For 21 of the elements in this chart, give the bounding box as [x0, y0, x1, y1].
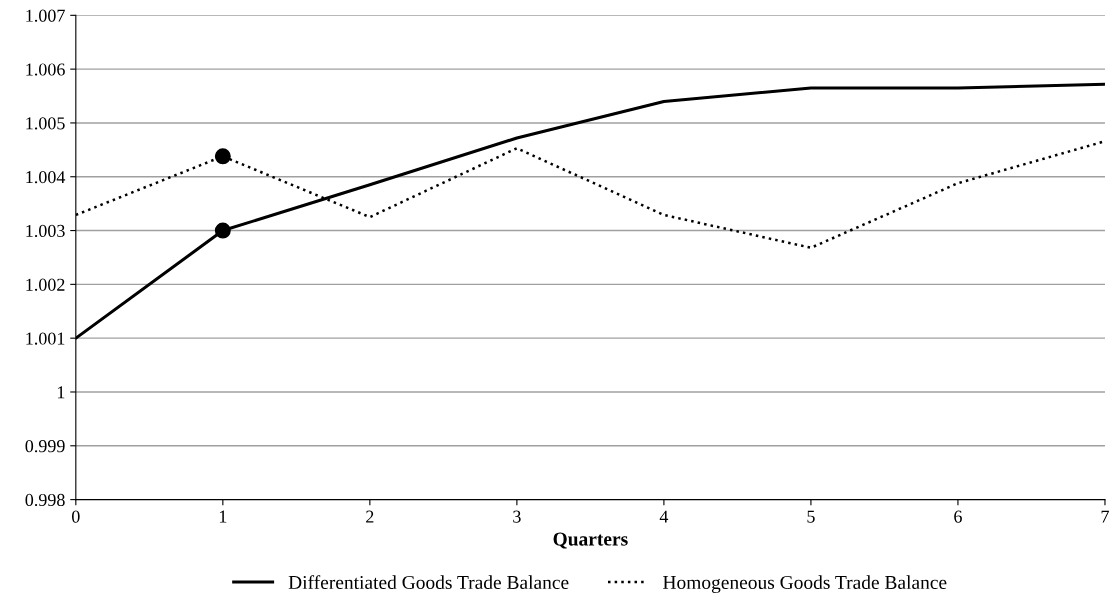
y-tick-label: 0.998 — [25, 493, 65, 507]
x-axis-title: Quarters — [553, 532, 628, 549]
x-tick-label: 4 — [659, 510, 669, 523]
legend-label: Homogeneous Goods Trade Balance — [663, 575, 947, 594]
y-tick-label: 1.007 — [26, 9, 65, 22]
x-tick-label: 5 — [807, 510, 815, 523]
y-tick-label: 1.004 — [26, 171, 66, 184]
y-tick-label: 0.999 — [25, 440, 65, 453]
x-tick-label: 2 — [366, 510, 374, 523]
x-tick-label: 6 — [954, 510, 962, 523]
legend-label: Differentiated Goods Trade Balance — [288, 575, 569, 590]
y-tick-label: 1.006 — [26, 63, 65, 76]
x-tick-label: 1 — [219, 510, 227, 523]
y-tick-label: 1.002 — [26, 278, 65, 291]
y-tick-label: 1.005 — [26, 117, 65, 130]
y-tick-label: 1.003 — [26, 224, 65, 238]
y-tick-label: 1 — [57, 386, 65, 399]
x-tick-label: 7 — [1101, 510, 1109, 523]
x-tick-label: 3 — [513, 510, 521, 523]
x-tick-label: 0 — [71, 510, 80, 523]
y-tick-label: 1.001 — [26, 332, 65, 345]
